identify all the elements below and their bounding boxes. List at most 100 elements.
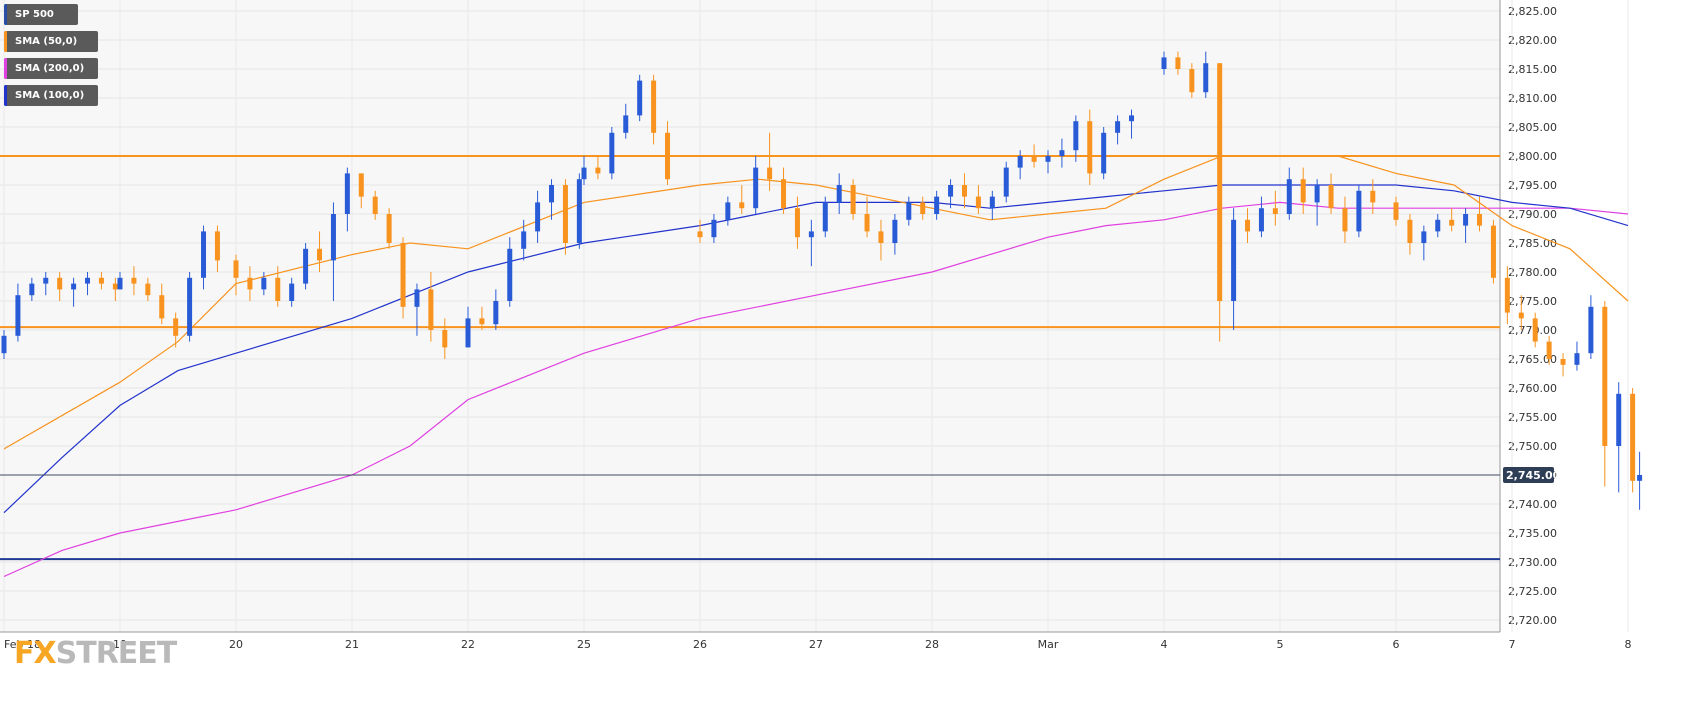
- candle-body[interactable]: [414, 289, 420, 307]
- candle-body[interactable]: [233, 260, 239, 278]
- candle-body[interactable]: [1189, 69, 1195, 93]
- candle-body[interactable]: [358, 173, 364, 197]
- candle-body[interactable]: [753, 167, 759, 209]
- candle-body[interactable]: [187, 277, 193, 336]
- candle-body[interactable]: [1490, 225, 1496, 278]
- candle-body[interactable]: [1602, 306, 1608, 446]
- candle-body[interactable]: [1073, 121, 1079, 151]
- candle-body[interactable]: [906, 202, 912, 220]
- candle-body[interactable]: [920, 202, 926, 214]
- candle-body[interactable]: [1356, 190, 1362, 232]
- candle-body[interactable]: [989, 196, 995, 209]
- candle-body[interactable]: [57, 277, 63, 290]
- candle-body[interactable]: [1393, 202, 1399, 220]
- candle-body[interactable]: [665, 132, 671, 180]
- candle-body[interactable]: [725, 202, 731, 220]
- candle-body[interactable]: [637, 80, 643, 116]
- candle-body[interactable]: [1045, 156, 1051, 162]
- candle-body[interactable]: [479, 318, 485, 325]
- candle-body[interactable]: [112, 283, 118, 290]
- candle-body[interactable]: [1003, 167, 1009, 197]
- candle-body[interactable]: [1087, 121, 1093, 174]
- candle-body[interactable]: [131, 277, 137, 284]
- candle-body[interactable]: [1518, 312, 1524, 319]
- candle-body[interactable]: [465, 318, 471, 348]
- candle-body[interactable]: [1574, 353, 1580, 365]
- candle-body[interactable]: [1, 335, 7, 354]
- candle-body[interactable]: [1217, 63, 1223, 302]
- candle-body[interactable]: [794, 208, 800, 238]
- candle-body[interactable]: [623, 115, 629, 133]
- candle-body[interactable]: [303, 248, 309, 284]
- candle-body[interactable]: [386, 214, 392, 243]
- candle-body[interactable]: [1059, 150, 1065, 156]
- candle-body[interactable]: [214, 231, 220, 261]
- candle-body[interactable]: [1616, 393, 1622, 446]
- candle-body[interactable]: [767, 167, 773, 180]
- candle-body[interactable]: [1129, 115, 1135, 122]
- candle-body[interactable]: [711, 219, 717, 238]
- candle-body[interactable]: [1314, 185, 1320, 203]
- candle-body[interactable]: [493, 301, 499, 325]
- candle-body[interactable]: [85, 277, 91, 284]
- candle-body[interactable]: [808, 231, 814, 238]
- candle-body[interactable]: [261, 277, 267, 290]
- candle-body[interactable]: [521, 231, 527, 249]
- candle-body[interactable]: [117, 277, 123, 290]
- candle-body[interactable]: [344, 173, 350, 214]
- candle-body[interactable]: [1286, 179, 1292, 214]
- candle-body[interactable]: [1031, 156, 1037, 162]
- candle-body[interactable]: [948, 185, 954, 197]
- candle-body[interactable]: [1272, 208, 1278, 214]
- candle-body[interactable]: [1245, 219, 1251, 232]
- candle-body[interactable]: [1328, 185, 1334, 209]
- candle-body[interactable]: [247, 277, 253, 290]
- candle-body[interactable]: [1017, 156, 1023, 168]
- legend-item-sma50[interactable]: SMA (50,0): [4, 31, 98, 52]
- candle-body[interactable]: [442, 330, 448, 348]
- candle-body[interactable]: [159, 295, 165, 319]
- candle-body[interactable]: [595, 167, 601, 174]
- candle-body[interactable]: [275, 277, 281, 301]
- candle-body[interactable]: [1175, 57, 1181, 69]
- candle-body[interactable]: [934, 196, 940, 214]
- candle-body[interactable]: [961, 185, 967, 197]
- legend-item-sp500[interactable]: SP 500: [4, 4, 78, 25]
- candle-body[interactable]: [651, 80, 657, 133]
- candle-body[interactable]: [1115, 121, 1121, 133]
- candle-body[interactable]: [576, 179, 582, 243]
- candle-body[interactable]: [201, 231, 207, 278]
- candle-body[interactable]: [562, 185, 568, 243]
- candle-body[interactable]: [145, 283, 151, 296]
- candle-body[interactable]: [1161, 57, 1167, 69]
- candle-body[interactable]: [1435, 219, 1441, 232]
- candle-body[interactable]: [1637, 475, 1643, 481]
- legend-item-sma200[interactable]: SMA (200,0): [4, 58, 98, 79]
- candle-body[interactable]: [739, 202, 745, 209]
- candle-body[interactable]: [1407, 219, 1413, 243]
- candle-body[interactable]: [1449, 219, 1455, 226]
- candle-body[interactable]: [71, 283, 77, 290]
- candle-body[interactable]: [836, 185, 842, 203]
- candle-body[interactable]: [1477, 214, 1483, 226]
- candle-body[interactable]: [400, 243, 406, 307]
- candle-body[interactable]: [549, 185, 555, 203]
- candle-body[interactable]: [317, 248, 323, 261]
- candle-body[interactable]: [1560, 359, 1566, 365]
- legend-item-sma100[interactable]: SMA (100,0): [4, 85, 98, 106]
- candle-body[interactable]: [1421, 231, 1427, 243]
- candle-body[interactable]: [878, 231, 884, 243]
- candle-body[interactable]: [507, 248, 513, 301]
- candle-body[interactable]: [1258, 208, 1264, 232]
- candle-body[interactable]: [29, 283, 35, 296]
- candle-body[interactable]: [892, 219, 898, 243]
- candle-body[interactable]: [697, 231, 703, 238]
- candle-body[interactable]: [1231, 219, 1237, 301]
- candle-body[interactable]: [15, 295, 21, 336]
- candle-body[interactable]: [1588, 306, 1594, 354]
- candle-body[interactable]: [1532, 318, 1538, 342]
- candle-body[interactable]: [1203, 63, 1209, 93]
- candle-body[interactable]: [1546, 341, 1552, 359]
- candle-body[interactable]: [330, 214, 336, 261]
